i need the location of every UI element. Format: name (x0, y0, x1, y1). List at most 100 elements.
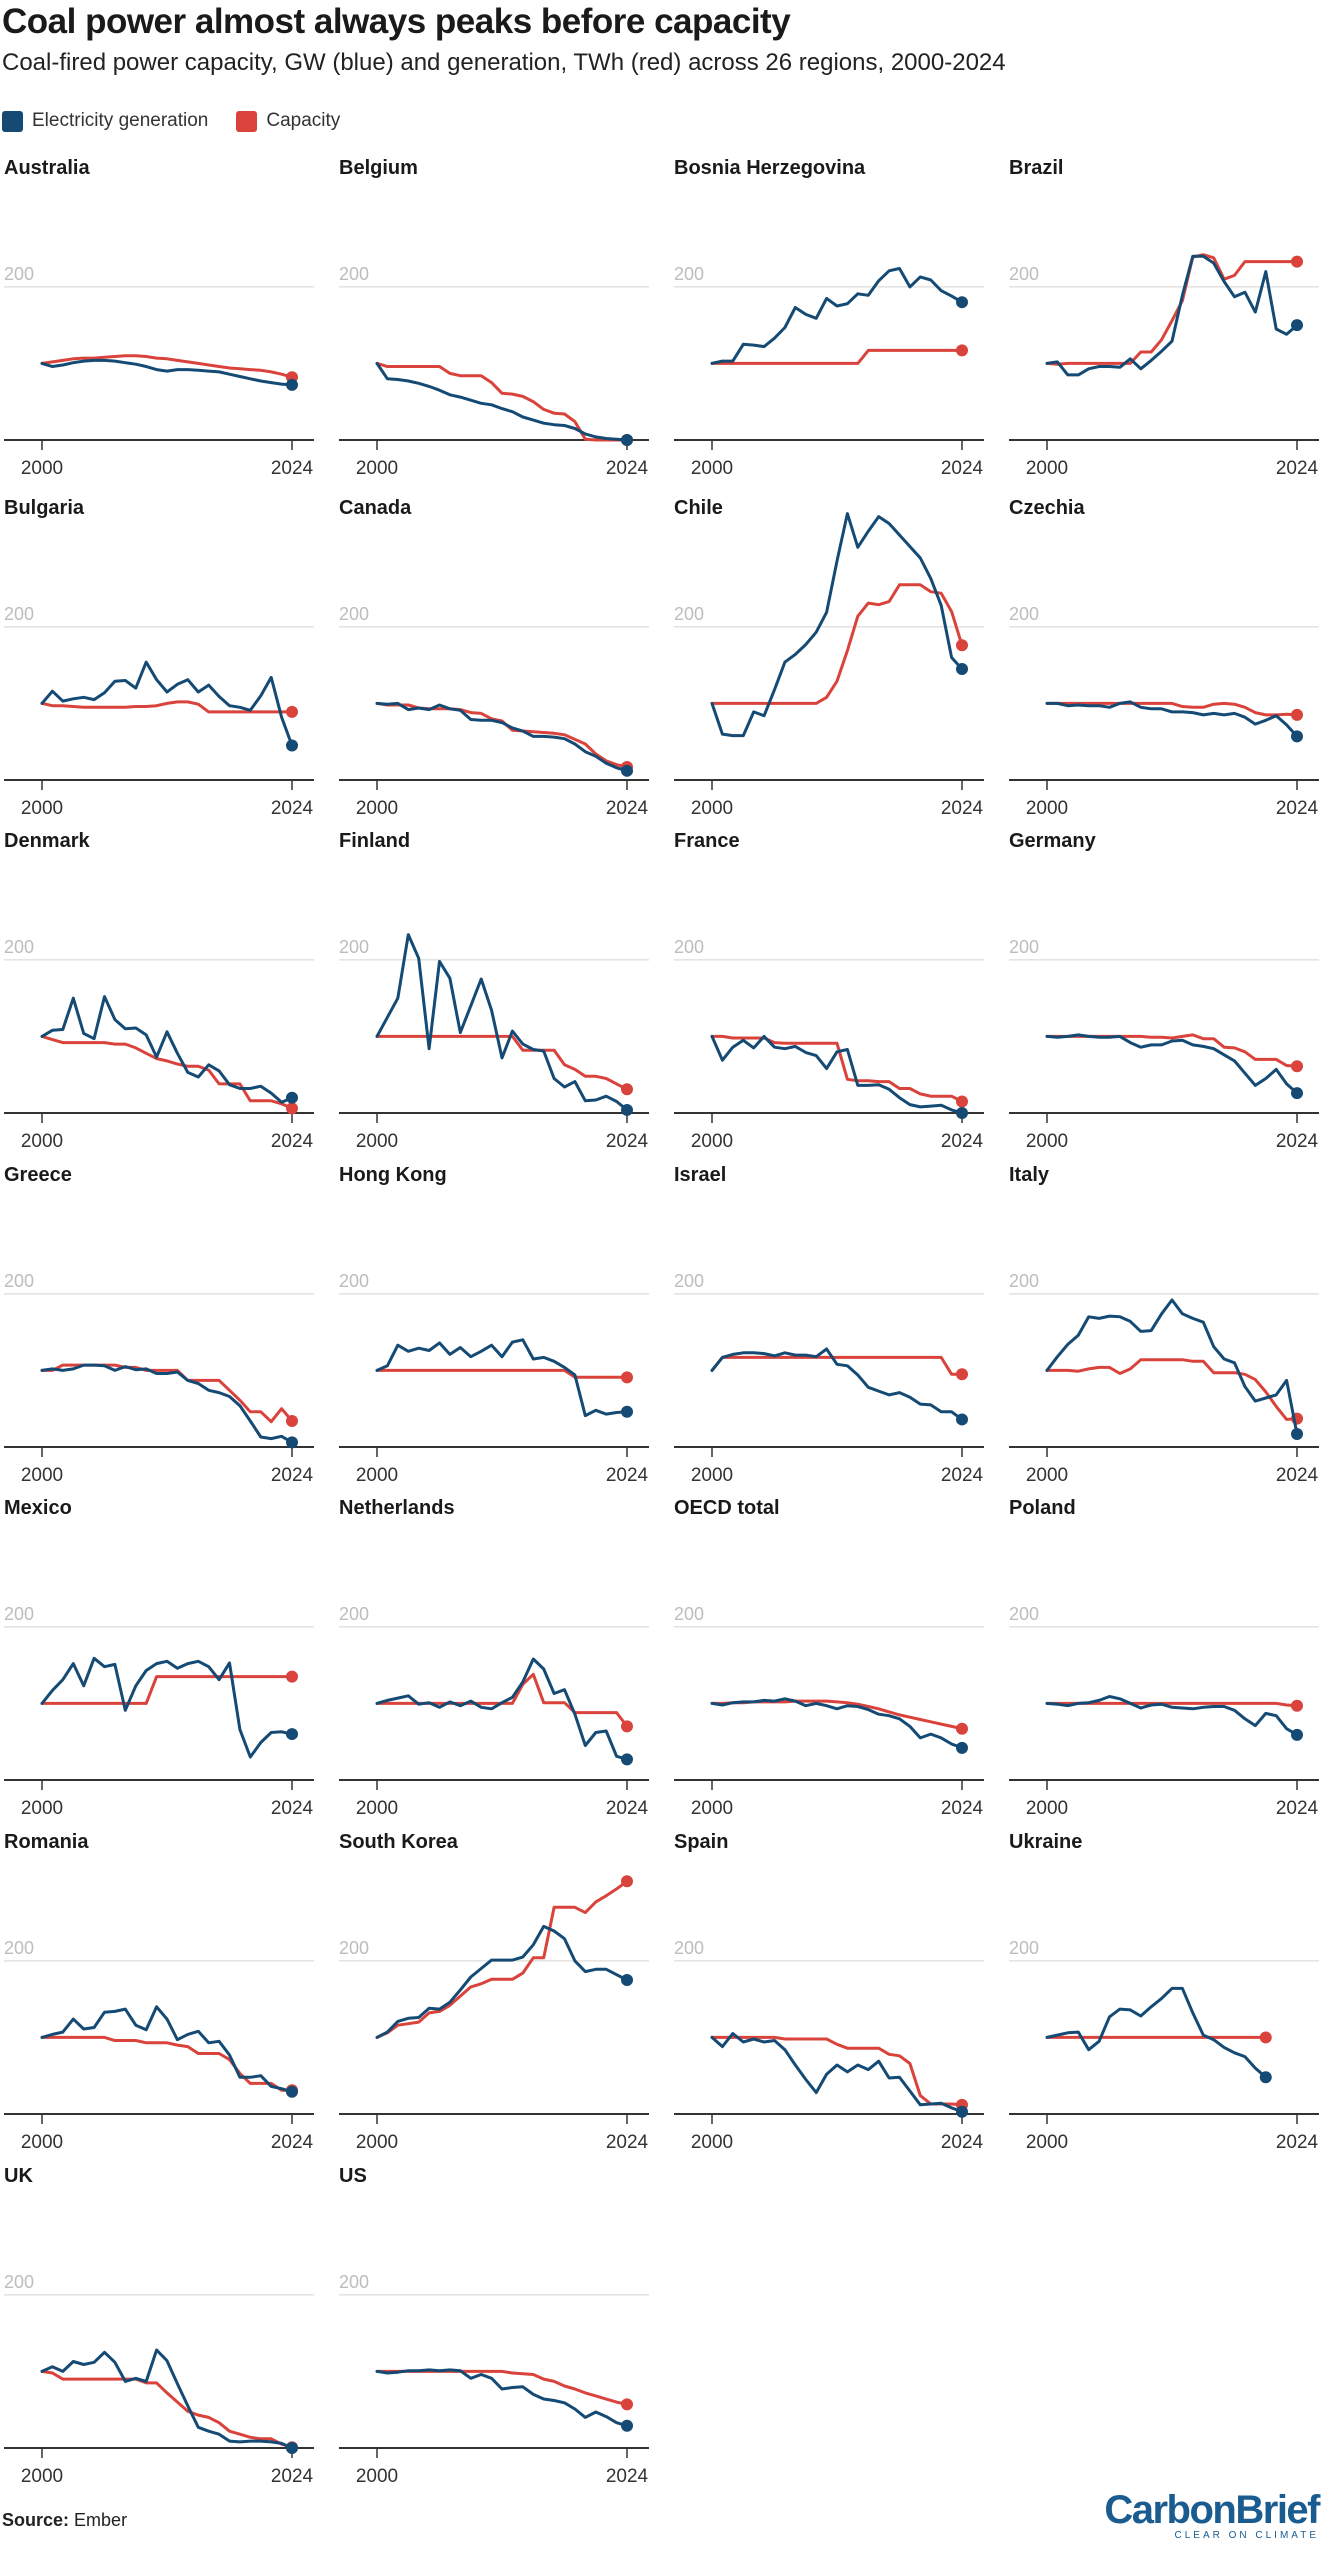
panel-title: Australia (4, 157, 90, 179)
x-tick-label: 2024 (271, 2466, 314, 2487)
gridline-label: 200 (674, 1604, 704, 1624)
x-tick-label: 2024 (606, 458, 649, 479)
generation-line (710, 1697, 964, 1750)
gridline-label: 200 (1009, 604, 1039, 624)
panel-us: US 200 2000 2024 (339, 2165, 649, 2487)
panel-belgium: Belgium 200 2000 2024 (339, 157, 649, 479)
generation-line (40, 660, 294, 747)
generation-end-dot (621, 1753, 633, 1766)
x-tick-label: 2000 (1026, 2132, 1068, 2153)
x-tick-label: 2024 (1276, 1131, 1319, 1152)
gridline-label: 200 (4, 264, 34, 284)
x-tick-label: 2024 (271, 1131, 314, 1152)
generation-line (40, 1363, 294, 1444)
capacity-end-dot (1259, 2031, 1272, 2044)
x-tick-label: 2024 (941, 2132, 984, 2153)
x-tick-label: 2000 (691, 458, 733, 479)
generation-end-dot (621, 2419, 633, 2432)
x-tick-label: 2024 (1276, 1798, 1319, 1819)
generation-end-dot (286, 1728, 298, 1741)
generation-end-dot (956, 662, 968, 675)
capacity-line (1045, 253, 1299, 366)
capacity-end-dot (286, 1102, 298, 1115)
panel-title: South Korea (339, 1831, 459, 1853)
generation-end-dot (621, 764, 633, 777)
x-tick-label: 2024 (606, 1465, 649, 1486)
x-tick-label: 2024 (606, 2132, 649, 2153)
generation-line (375, 1657, 629, 1761)
panel-title: France (674, 830, 740, 852)
x-tick-label: 2024 (606, 798, 649, 819)
panel-oecd-total: OECD total 200 2000 2024 (674, 1497, 984, 1819)
x-tick-label: 2000 (21, 458, 63, 479)
gridline-label: 200 (1009, 264, 1039, 284)
generation-line (1045, 1986, 1268, 2079)
gridline-label: 200 (4, 1604, 34, 1624)
generation-end-dot (621, 1974, 633, 1987)
gridline-label: 200 (339, 1604, 369, 1624)
gridline-label: 200 (339, 937, 369, 957)
panel-australia: Australia 200 2000 2024 (4, 157, 314, 479)
capacity-end-dot (286, 1414, 298, 1427)
carbon-brief-logo: CarbonBrief CLEAR ON CLIMATE (1104, 2488, 1320, 2541)
logo-text: CarbonBrief (1104, 2488, 1320, 2532)
capacity-line (375, 361, 629, 442)
generation-line (375, 1924, 629, 2039)
generation-end-dot (286, 739, 298, 752)
x-tick-label: 2024 (941, 458, 984, 479)
panel-hong-kong: Hong Kong 200 2000 2024 (339, 1164, 649, 1486)
generation-line (40, 1656, 294, 1759)
gridline-label: 200 (1009, 1271, 1039, 1291)
gridline-label: 200 (4, 2272, 34, 2292)
generation-line (40, 2348, 294, 2450)
panel-italy: Italy 200 2000 2024 (1009, 1164, 1319, 1486)
generation-end-dot (286, 2085, 298, 2098)
x-tick-label: 2024 (606, 1131, 649, 1152)
x-tick-label: 2024 (271, 798, 314, 819)
source-value: Ember (74, 2510, 128, 2530)
x-tick-label: 2000 (1026, 1131, 1068, 1152)
gridline-label: 200 (4, 1938, 34, 1958)
capacity-end-dot (956, 639, 968, 652)
legend-label-generation: Electricity generation (32, 110, 209, 131)
x-tick-label: 2024 (941, 1465, 984, 1486)
panel-france: France 200 2000 2024 (674, 830, 984, 1152)
generation-end-dot (286, 1436, 298, 1449)
x-tick-label: 2000 (1026, 1798, 1068, 1819)
generation-line (40, 995, 294, 1104)
generation-end-dot (1291, 1427, 1303, 1440)
gridline-label: 200 (1009, 1604, 1039, 1624)
panel-south-korea: South Korea 200 2000 2024 (339, 1831, 649, 2153)
legend-label-capacity: Capacity (266, 110, 341, 131)
legend-swatch-generation (2, 110, 23, 132)
x-tick-label: 2024 (271, 1465, 314, 1486)
legend-item-generation: Electricity generation (2, 110, 208, 132)
x-tick-label: 2024 (271, 1798, 314, 1819)
capacity-end-dot (621, 1875, 633, 1888)
capacity-line (375, 1034, 629, 1091)
generation-end-dot (621, 434, 633, 446)
capacity-line (40, 1034, 294, 1110)
capacity-end-dot (621, 1371, 633, 1384)
generation-line (375, 2368, 629, 2428)
capacity-end-dot (621, 1720, 633, 1733)
capacity-line (1045, 701, 1299, 717)
capacity-end-dot (1291, 1060, 1303, 1073)
capacity-line (710, 1355, 964, 1376)
capacity-end-dot (286, 705, 298, 718)
panel-title: Canada (339, 497, 412, 519)
generation-line (710, 1034, 964, 1115)
generation-end-dot (286, 2442, 298, 2454)
panel-netherlands: Netherlands 200 2000 2024 (339, 1497, 649, 1819)
capacity-line (1045, 1358, 1299, 1421)
capacity-end-dot (621, 1083, 633, 1096)
x-tick-label: 2000 (356, 2466, 398, 2487)
x-tick-label: 2024 (1276, 2132, 1319, 2153)
panel-title: Poland (1009, 1497, 1076, 1519)
generation-end-dot (1291, 1728, 1303, 1741)
x-tick-label: 2024 (606, 2466, 649, 2487)
panel-denmark: Denmark 200 2000 2024 (4, 830, 314, 1152)
capacity-end-dot (1291, 1699, 1303, 1712)
x-tick-label: 2024 (606, 1798, 649, 1819)
